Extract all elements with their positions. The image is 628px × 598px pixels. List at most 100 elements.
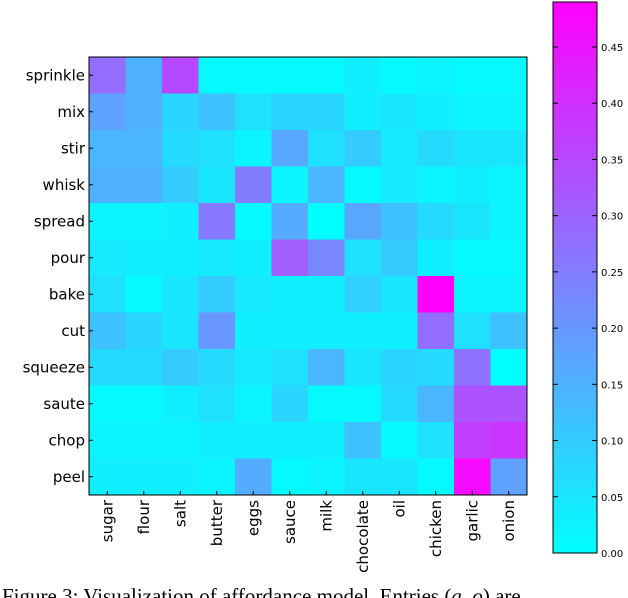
heatmap-cell <box>162 458 199 496</box>
y-tick-label: peel <box>53 468 85 486</box>
caption: Figure 3: Visualization of affordance mo… <box>2 584 521 598</box>
heatmap-cell <box>235 203 272 240</box>
heatmap-cell <box>308 166 345 204</box>
heatmap-cell <box>344 312 382 350</box>
x-tick-label: flour <box>135 499 153 534</box>
heatmap-cell <box>417 422 455 459</box>
heatmap-cell <box>454 276 491 313</box>
heatmap-cell <box>89 239 126 277</box>
heatmap-cell <box>198 349 236 386</box>
heatmap-cell <box>490 276 528 313</box>
heatmap-cell <box>417 312 455 350</box>
heatmap-cell <box>125 422 163 459</box>
x-tick-label: chocolate <box>354 500 372 573</box>
heatmap-cell <box>162 130 199 167</box>
heatmap-cell <box>417 57 455 94</box>
heatmap-cell <box>381 239 418 277</box>
heatmap-cell <box>198 276 236 313</box>
heatmap-cell <box>162 312 199 350</box>
caption-italic: a, o <box>451 584 483 598</box>
y-tick-label: chop <box>49 431 85 449</box>
heatmap-cell <box>271 349 309 386</box>
y-tick-label: sprinkle <box>26 66 85 84</box>
heatmap-cell <box>162 422 199 459</box>
heatmap-cell <box>344 239 382 277</box>
heatmap-cell <box>344 422 382 459</box>
x-tick-label: sauce <box>281 500 299 544</box>
heatmap-cell <box>490 349 528 386</box>
heatmap-cell <box>490 422 528 459</box>
heatmap-cell <box>89 422 126 459</box>
heatmap-cell <box>198 312 236 350</box>
heatmap-cell <box>308 239 345 277</box>
heatmap-cell <box>89 130 126 167</box>
heatmap-cell <box>198 166 236 204</box>
heatmap-cell <box>381 312 418 350</box>
heatmap-cell <box>162 385 199 423</box>
heatmap-cell <box>417 349 455 386</box>
heatmap-cell <box>417 276 455 313</box>
heatmap-cell <box>381 203 418 240</box>
heatmap-cell <box>344 349 382 386</box>
heatmap-cell <box>454 203 491 240</box>
y-tick-label: squeeze <box>23 358 85 376</box>
heatmap-cell <box>271 166 309 204</box>
colorbar <box>552 1 598 554</box>
heatmap-cell <box>125 166 163 204</box>
heatmap-cell <box>417 130 455 167</box>
heatmap-cell <box>162 57 199 94</box>
colorbar-tick-label: 0.40 <box>601 99 623 110</box>
heatmap-cell <box>89 166 126 204</box>
heatmap-cell <box>308 276 345 313</box>
heatmap-cell <box>235 385 272 423</box>
heatmap-cell <box>162 349 199 386</box>
heatmap-cell <box>162 203 199 240</box>
heatmap-cell <box>417 385 455 423</box>
heatmap-cell <box>125 312 163 350</box>
heatmap-cell <box>198 57 236 94</box>
x-tick-label: sugar <box>98 499 116 542</box>
heatmap-cell <box>125 385 163 423</box>
heatmap-cell <box>454 312 491 350</box>
heatmap-cell <box>125 276 163 313</box>
heatmap-cell <box>454 93 491 131</box>
heatmap-cell <box>271 203 309 240</box>
colorbar-tick-label: 0.30 <box>601 212 623 223</box>
plot-frame <box>88 56 528 496</box>
heatmap-cell <box>89 57 126 94</box>
heatmap-cell <box>235 239 272 277</box>
x-tick-label: onion <box>500 500 518 542</box>
heatmap-cell <box>490 458 528 496</box>
heatmap-cell <box>125 203 163 240</box>
heatmap-cell <box>235 422 272 459</box>
heatmap-cell <box>381 93 418 131</box>
heatmap-cell <box>454 385 491 423</box>
heatmap-cell <box>417 239 455 277</box>
heatmap-cell <box>381 349 418 386</box>
heatmap-cell <box>162 93 199 131</box>
heatmap-cell <box>271 57 309 94</box>
heatmap-cell <box>417 458 455 496</box>
heatmap-cell <box>381 422 418 459</box>
heatmap-cell <box>490 312 528 350</box>
heatmap-cell <box>344 130 382 167</box>
x-tick-label: garlic <box>463 500 481 541</box>
heatmap-cell <box>344 166 382 204</box>
heatmap-cell <box>308 349 345 386</box>
y-tick-label: mix <box>57 103 85 121</box>
heatmap-cell <box>308 458 345 496</box>
heatmap-cell <box>198 239 236 277</box>
heatmap-cell <box>490 166 528 204</box>
y-tick-label: cut <box>61 322 85 340</box>
y-tick-label: pour <box>51 249 86 267</box>
heatmap-cell <box>454 422 491 459</box>
heatmap-cell <box>125 349 163 386</box>
heatmap-cell <box>344 276 382 313</box>
heatmap-cell <box>89 93 126 131</box>
heatmap-cell <box>235 166 272 204</box>
heatmap-cell <box>490 239 528 277</box>
heatmap-cell <box>235 276 272 313</box>
heatmap-cell <box>308 57 345 94</box>
heatmap-cell <box>271 385 309 423</box>
heatmap-cell <box>308 203 345 240</box>
